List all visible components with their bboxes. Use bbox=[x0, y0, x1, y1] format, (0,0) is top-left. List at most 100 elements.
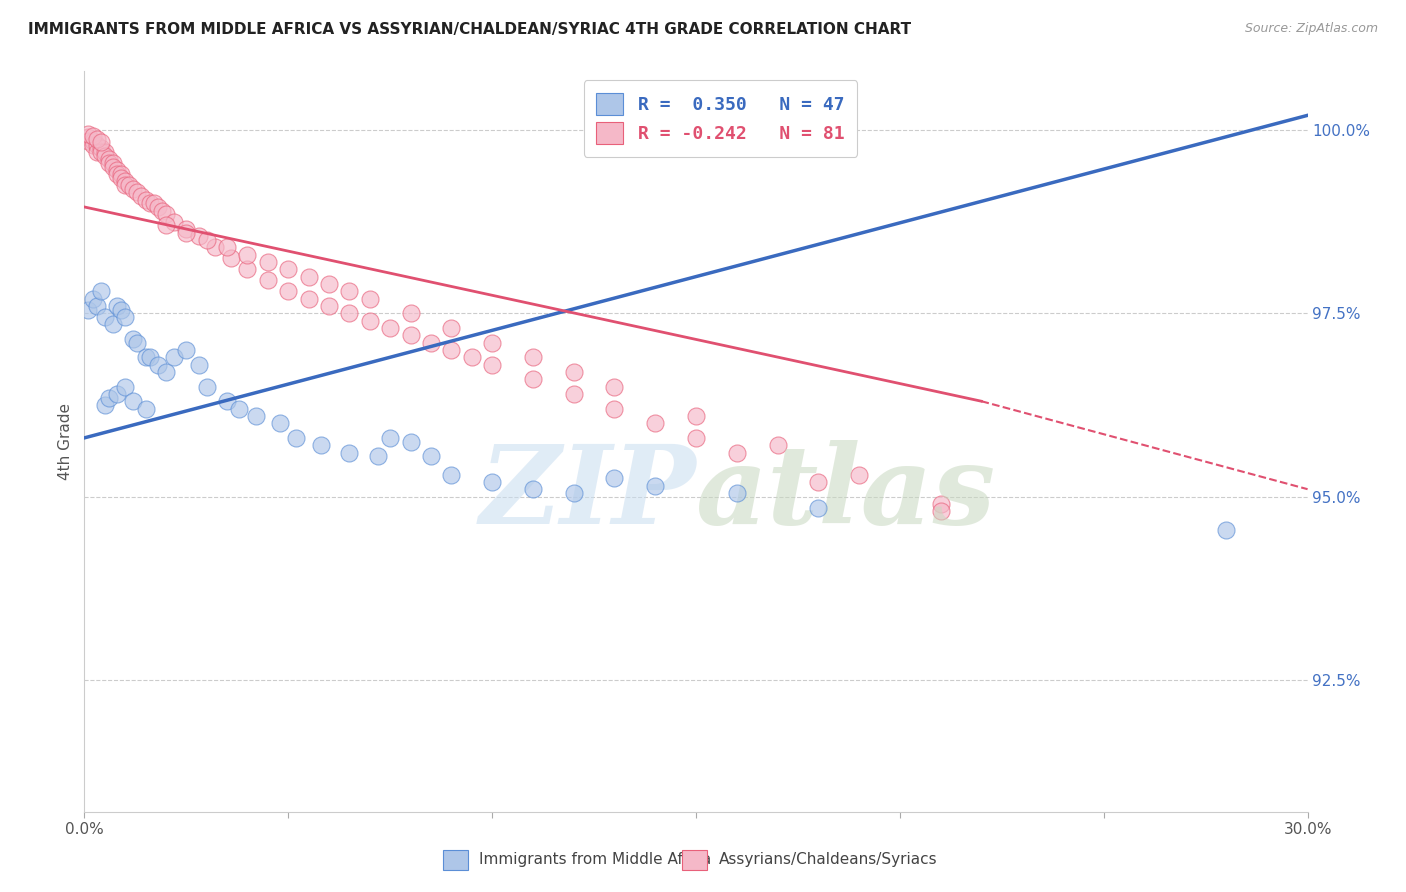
Point bbox=[298, 292, 321, 306]
Text: Assyrians/Chaldeans/Syriacs: Assyrians/Chaldeans/Syriacs bbox=[718, 853, 936, 867]
Point bbox=[195, 233, 218, 247]
Point bbox=[101, 160, 124, 174]
Point bbox=[86, 132, 108, 146]
Point bbox=[245, 409, 267, 423]
Point bbox=[114, 174, 136, 188]
Point bbox=[90, 135, 112, 149]
Point bbox=[82, 134, 104, 148]
Point bbox=[359, 313, 381, 327]
Point bbox=[228, 401, 250, 416]
Point bbox=[155, 207, 177, 221]
Point bbox=[131, 189, 153, 203]
Point bbox=[101, 318, 124, 332]
Point bbox=[118, 178, 141, 192]
Point bbox=[174, 343, 197, 357]
Point bbox=[522, 372, 544, 386]
Point bbox=[77, 127, 100, 141]
Point bbox=[77, 130, 100, 145]
Point bbox=[236, 262, 259, 277]
Point bbox=[318, 299, 340, 313]
Point bbox=[105, 299, 128, 313]
Point bbox=[562, 387, 585, 401]
Point bbox=[97, 153, 120, 167]
Point bbox=[380, 321, 402, 335]
Point bbox=[420, 449, 443, 463]
Point bbox=[114, 310, 136, 324]
Point bbox=[725, 445, 748, 459]
Point bbox=[359, 292, 381, 306]
Point bbox=[127, 186, 149, 200]
Point bbox=[114, 379, 136, 393]
Point bbox=[110, 167, 132, 181]
Point bbox=[155, 219, 177, 233]
Point bbox=[481, 475, 503, 489]
Point bbox=[685, 431, 707, 445]
Point bbox=[135, 401, 157, 416]
Point bbox=[77, 134, 100, 148]
Point bbox=[562, 486, 585, 500]
Point bbox=[86, 137, 108, 152]
Point bbox=[217, 394, 239, 409]
Point bbox=[138, 196, 160, 211]
Point bbox=[339, 285, 361, 299]
Point bbox=[298, 269, 321, 284]
Point bbox=[367, 449, 389, 463]
Point bbox=[122, 181, 145, 195]
Point bbox=[146, 358, 169, 372]
Text: atlas: atlas bbox=[696, 440, 997, 547]
Point bbox=[481, 358, 503, 372]
Point bbox=[285, 431, 308, 445]
Point bbox=[644, 416, 666, 430]
Point bbox=[339, 306, 361, 320]
Point bbox=[257, 255, 280, 269]
Point bbox=[269, 416, 291, 430]
Point bbox=[204, 240, 226, 254]
Point bbox=[93, 145, 115, 159]
Point bbox=[90, 285, 112, 299]
Point bbox=[105, 163, 128, 178]
Y-axis label: 4th Grade: 4th Grade bbox=[58, 403, 73, 480]
Point bbox=[146, 200, 169, 214]
Text: Source: ZipAtlas.com: Source: ZipAtlas.com bbox=[1244, 22, 1378, 36]
Point bbox=[93, 398, 115, 412]
Point bbox=[93, 149, 115, 163]
Point bbox=[195, 379, 218, 393]
Point bbox=[110, 302, 132, 317]
Point bbox=[766, 438, 789, 452]
Point bbox=[135, 193, 157, 207]
Point bbox=[217, 240, 239, 254]
Point bbox=[481, 335, 503, 350]
Point bbox=[150, 203, 173, 218]
Point bbox=[522, 350, 544, 364]
Point bbox=[86, 145, 108, 159]
Point bbox=[277, 285, 299, 299]
Point bbox=[77, 302, 100, 317]
Text: Immigrants from Middle Africa: Immigrants from Middle Africa bbox=[479, 853, 711, 867]
Point bbox=[219, 252, 242, 266]
Point bbox=[187, 358, 209, 372]
Point bbox=[399, 434, 422, 449]
Point bbox=[929, 497, 952, 511]
Point bbox=[522, 482, 544, 496]
Point bbox=[277, 262, 299, 277]
Point bbox=[97, 391, 120, 405]
Point bbox=[685, 409, 707, 423]
Point bbox=[138, 350, 160, 364]
Point bbox=[163, 350, 186, 364]
Point bbox=[105, 167, 128, 181]
Point bbox=[603, 379, 626, 393]
Point bbox=[110, 170, 132, 185]
Point bbox=[90, 145, 112, 159]
Point bbox=[399, 306, 422, 320]
Point bbox=[236, 247, 259, 261]
Point bbox=[97, 156, 120, 170]
Point bbox=[155, 365, 177, 379]
Point bbox=[603, 401, 626, 416]
Point bbox=[1215, 523, 1237, 537]
Point bbox=[929, 504, 952, 518]
Point bbox=[380, 431, 402, 445]
Point bbox=[135, 350, 157, 364]
Point bbox=[807, 475, 830, 489]
Point bbox=[127, 335, 149, 350]
Point bbox=[122, 332, 145, 346]
